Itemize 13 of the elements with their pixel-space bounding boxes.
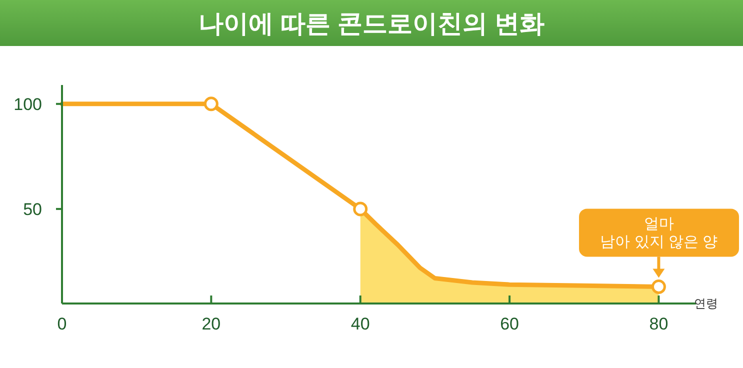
annotation: 얼마 남아 있지 않은 양 <box>600 216 718 251</box>
y-tick-label: 100 <box>14 94 42 114</box>
x-tick-label: 60 <box>500 314 519 334</box>
x-tick-label: 20 <box>202 314 221 334</box>
x-tick-label: 40 <box>350 314 370 334</box>
point <box>204 96 218 112</box>
point <box>651 279 666 294</box>
chart-title: 나이에 따른 콘드로이친의 변화 <box>198 10 544 38</box>
x-axis-title: 연령 <box>694 296 718 310</box>
y-tick-label: 50 <box>23 200 42 219</box>
point <box>353 202 368 216</box>
x-tick-label: 0 <box>57 314 67 334</box>
x-tick-label: 80 <box>649 314 668 334</box>
